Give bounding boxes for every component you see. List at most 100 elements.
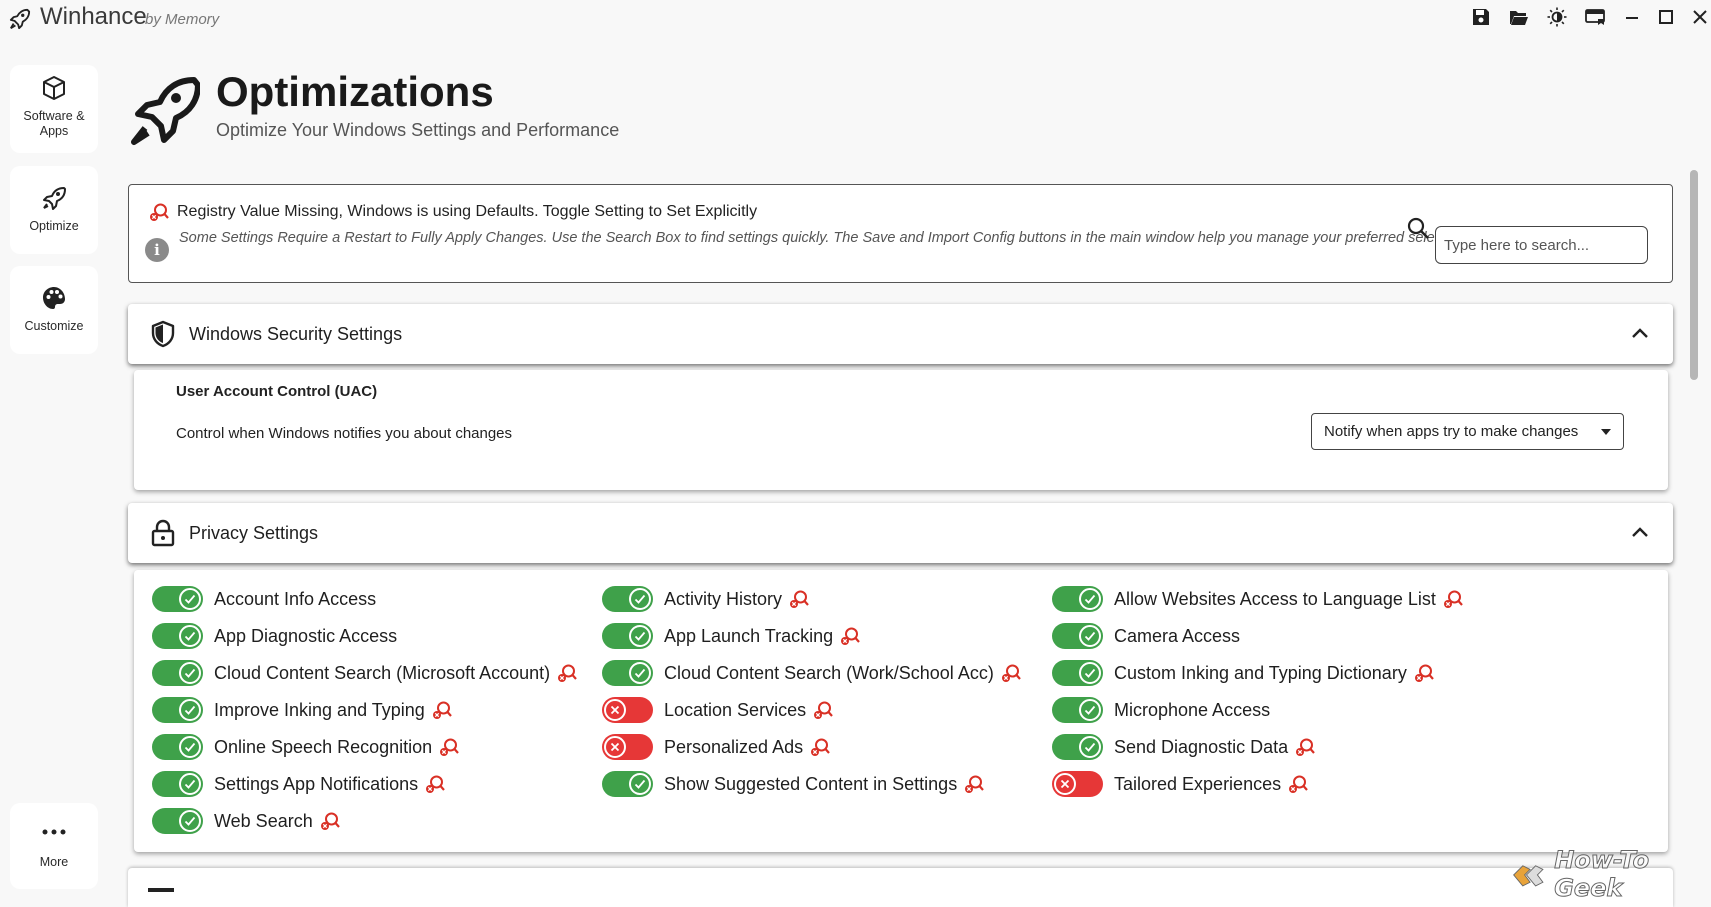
setting-toggle[interactable]: [1052, 586, 1103, 612]
x-icon: [604, 736, 626, 758]
setting-toggle[interactable]: [1052, 771, 1103, 797]
title-bar: Winhance by Memory: [0, 0, 1711, 36]
info-text: Some Settings Require a Restart to Fully…: [179, 230, 1477, 246]
privacy-setting-item: Settings App Notifications: [152, 771, 445, 797]
info-icon: i: [145, 238, 169, 262]
privacy-setting-item: Camera Access: [1052, 623, 1240, 649]
setting-toggle[interactable]: [1052, 697, 1103, 723]
htg-logo-icon: [1513, 865, 1544, 887]
maximize-button[interactable]: [1652, 4, 1680, 30]
setting-toggle[interactable]: [152, 586, 203, 612]
setting-toggle[interactable]: [152, 734, 203, 760]
search-input[interactable]: [1435, 226, 1648, 264]
check-icon: [1079, 588, 1101, 610]
nav-more[interactable]: More: [10, 803, 98, 889]
registry-missing-icon: [1289, 775, 1308, 793]
nav-customize[interactable]: Customize: [10, 266, 98, 354]
watermark-text: How-To Geek: [1554, 846, 1650, 903]
registry-missing-icon: [426, 775, 445, 793]
setting-toggle[interactable]: [152, 771, 203, 797]
privacy-setting-item: Show Suggested Content in Settings: [602, 771, 985, 797]
privacy-setting-item: Allow Websites Access to Language List: [1052, 586, 1463, 612]
registry-legend-text: Registry Value Missing, Windows is using…: [177, 203, 758, 220]
save-config-button[interactable]: [1467, 4, 1495, 30]
privacy-setting-item: Improve Inking and Typing: [152, 697, 452, 723]
nav-more-label: More: [39, 855, 69, 869]
uac-description: Control when Windows notifies you about …: [176, 425, 513, 442]
scrollbar-thumb[interactable]: [1690, 170, 1698, 380]
privacy-setting-item: App Launch Tracking: [602, 623, 860, 649]
setting-toggle[interactable]: [152, 623, 203, 649]
check-icon: [179, 736, 201, 758]
section-icon: [148, 888, 174, 892]
setting-label: App Diagnostic Access: [214, 625, 398, 646]
setting-label: Location Services: [664, 699, 807, 720]
check-icon: [1079, 699, 1101, 721]
check-icon: [629, 625, 651, 647]
theme-toggle-button[interactable]: [1543, 4, 1571, 30]
security-section-title: Windows Security Settings: [189, 323, 403, 344]
registry-legend: Registry Value Missing, Windows is using…: [149, 202, 757, 222]
rocket-header-icon: [131, 77, 200, 145]
dropdown-caret-icon: [1601, 429, 1611, 435]
privacy-section-title: Privacy Settings: [189, 522, 319, 543]
check-icon: [179, 699, 201, 721]
setting-label: App Launch Tracking: [664, 625, 834, 646]
setting-label: Web Search: [214, 810, 313, 831]
save-icon: [1473, 9, 1489, 25]
privacy-section-body: Account Info Access App Diagnostic Access…: [134, 570, 1668, 852]
x-icon: [604, 699, 626, 721]
setting-toggle[interactable]: [602, 734, 653, 760]
privacy-setting-item: Tailored Experiences: [1052, 771, 1308, 797]
setting-toggle[interactable]: [152, 660, 203, 686]
registry-missing-icon: [558, 664, 577, 682]
more-dots-icon: [42, 829, 66, 835]
registry-missing-icon: [432, 701, 452, 719]
privacy-setting-item: Account Info Access: [152, 586, 376, 612]
setting-label: Camera Access: [1114, 625, 1241, 646]
next-section-header[interactable]: [128, 868, 1673, 907]
setting-toggle[interactable]: [602, 697, 653, 723]
privacy-setting-item: App Diagnostic Access: [152, 623, 397, 649]
security-section-body: User Account Control (UAC) Control when …: [134, 370, 1668, 490]
privacy-setting-item: Online Speech Recognition: [152, 734, 459, 760]
setting-label: Improve Inking and Typing: [214, 699, 425, 720]
privacy-section-header[interactable]: Privacy Settings: [128, 503, 1673, 563]
check-icon: [179, 810, 201, 832]
setting-toggle[interactable]: [602, 623, 653, 649]
import-config-button[interactable]: [1505, 4, 1533, 30]
setting-label: Show Suggested Content in Settings: [664, 773, 958, 794]
update-button[interactable]: [1581, 4, 1609, 30]
nav-optimize[interactable]: Optimize: [10, 166, 98, 254]
setting-toggle[interactable]: [602, 771, 653, 797]
check-icon: [629, 588, 651, 610]
security-section-header[interactable]: Windows Security Settings: [128, 304, 1673, 364]
registry-missing-icon: [1414, 664, 1434, 682]
setting-toggle[interactable]: [152, 808, 203, 834]
nav-software-apps[interactable]: Software & Apps: [10, 65, 98, 153]
rocket-logo-icon: [9, 8, 31, 30]
privacy-setting-item: Cloud Content Search (Microsoft Account): [152, 660, 577, 686]
minimize-button[interactable]: [1618, 4, 1646, 30]
update-icon: [1585, 9, 1605, 25]
privacy-setting-item: Location Services: [602, 697, 833, 723]
folder-open-icon: [1510, 11, 1528, 25]
setting-toggle[interactable]: [1052, 660, 1103, 686]
registry-missing-icon: [811, 738, 830, 756]
page-title: Optimizations: [216, 68, 494, 115]
setting-toggle[interactable]: [1052, 623, 1103, 649]
setting-toggle[interactable]: [1052, 734, 1103, 760]
check-icon: [179, 773, 201, 795]
close-icon: [1693, 10, 1707, 24]
registry-missing-icon: [150, 203, 169, 221]
theme-toggle-icon: [1547, 7, 1567, 27]
setting-toggle[interactable]: [602, 586, 653, 612]
setting-toggle[interactable]: [602, 660, 653, 686]
setting-label: Settings App Notifications: [214, 773, 419, 794]
check-icon: [179, 588, 201, 610]
setting-label: Activity History: [664, 588, 783, 609]
setting-toggle[interactable]: [152, 697, 203, 723]
close-button[interactable]: [1686, 4, 1711, 30]
check-icon: [1079, 662, 1101, 684]
uac-level-select[interactable]: Notify when apps try to make changes: [1311, 413, 1624, 450]
